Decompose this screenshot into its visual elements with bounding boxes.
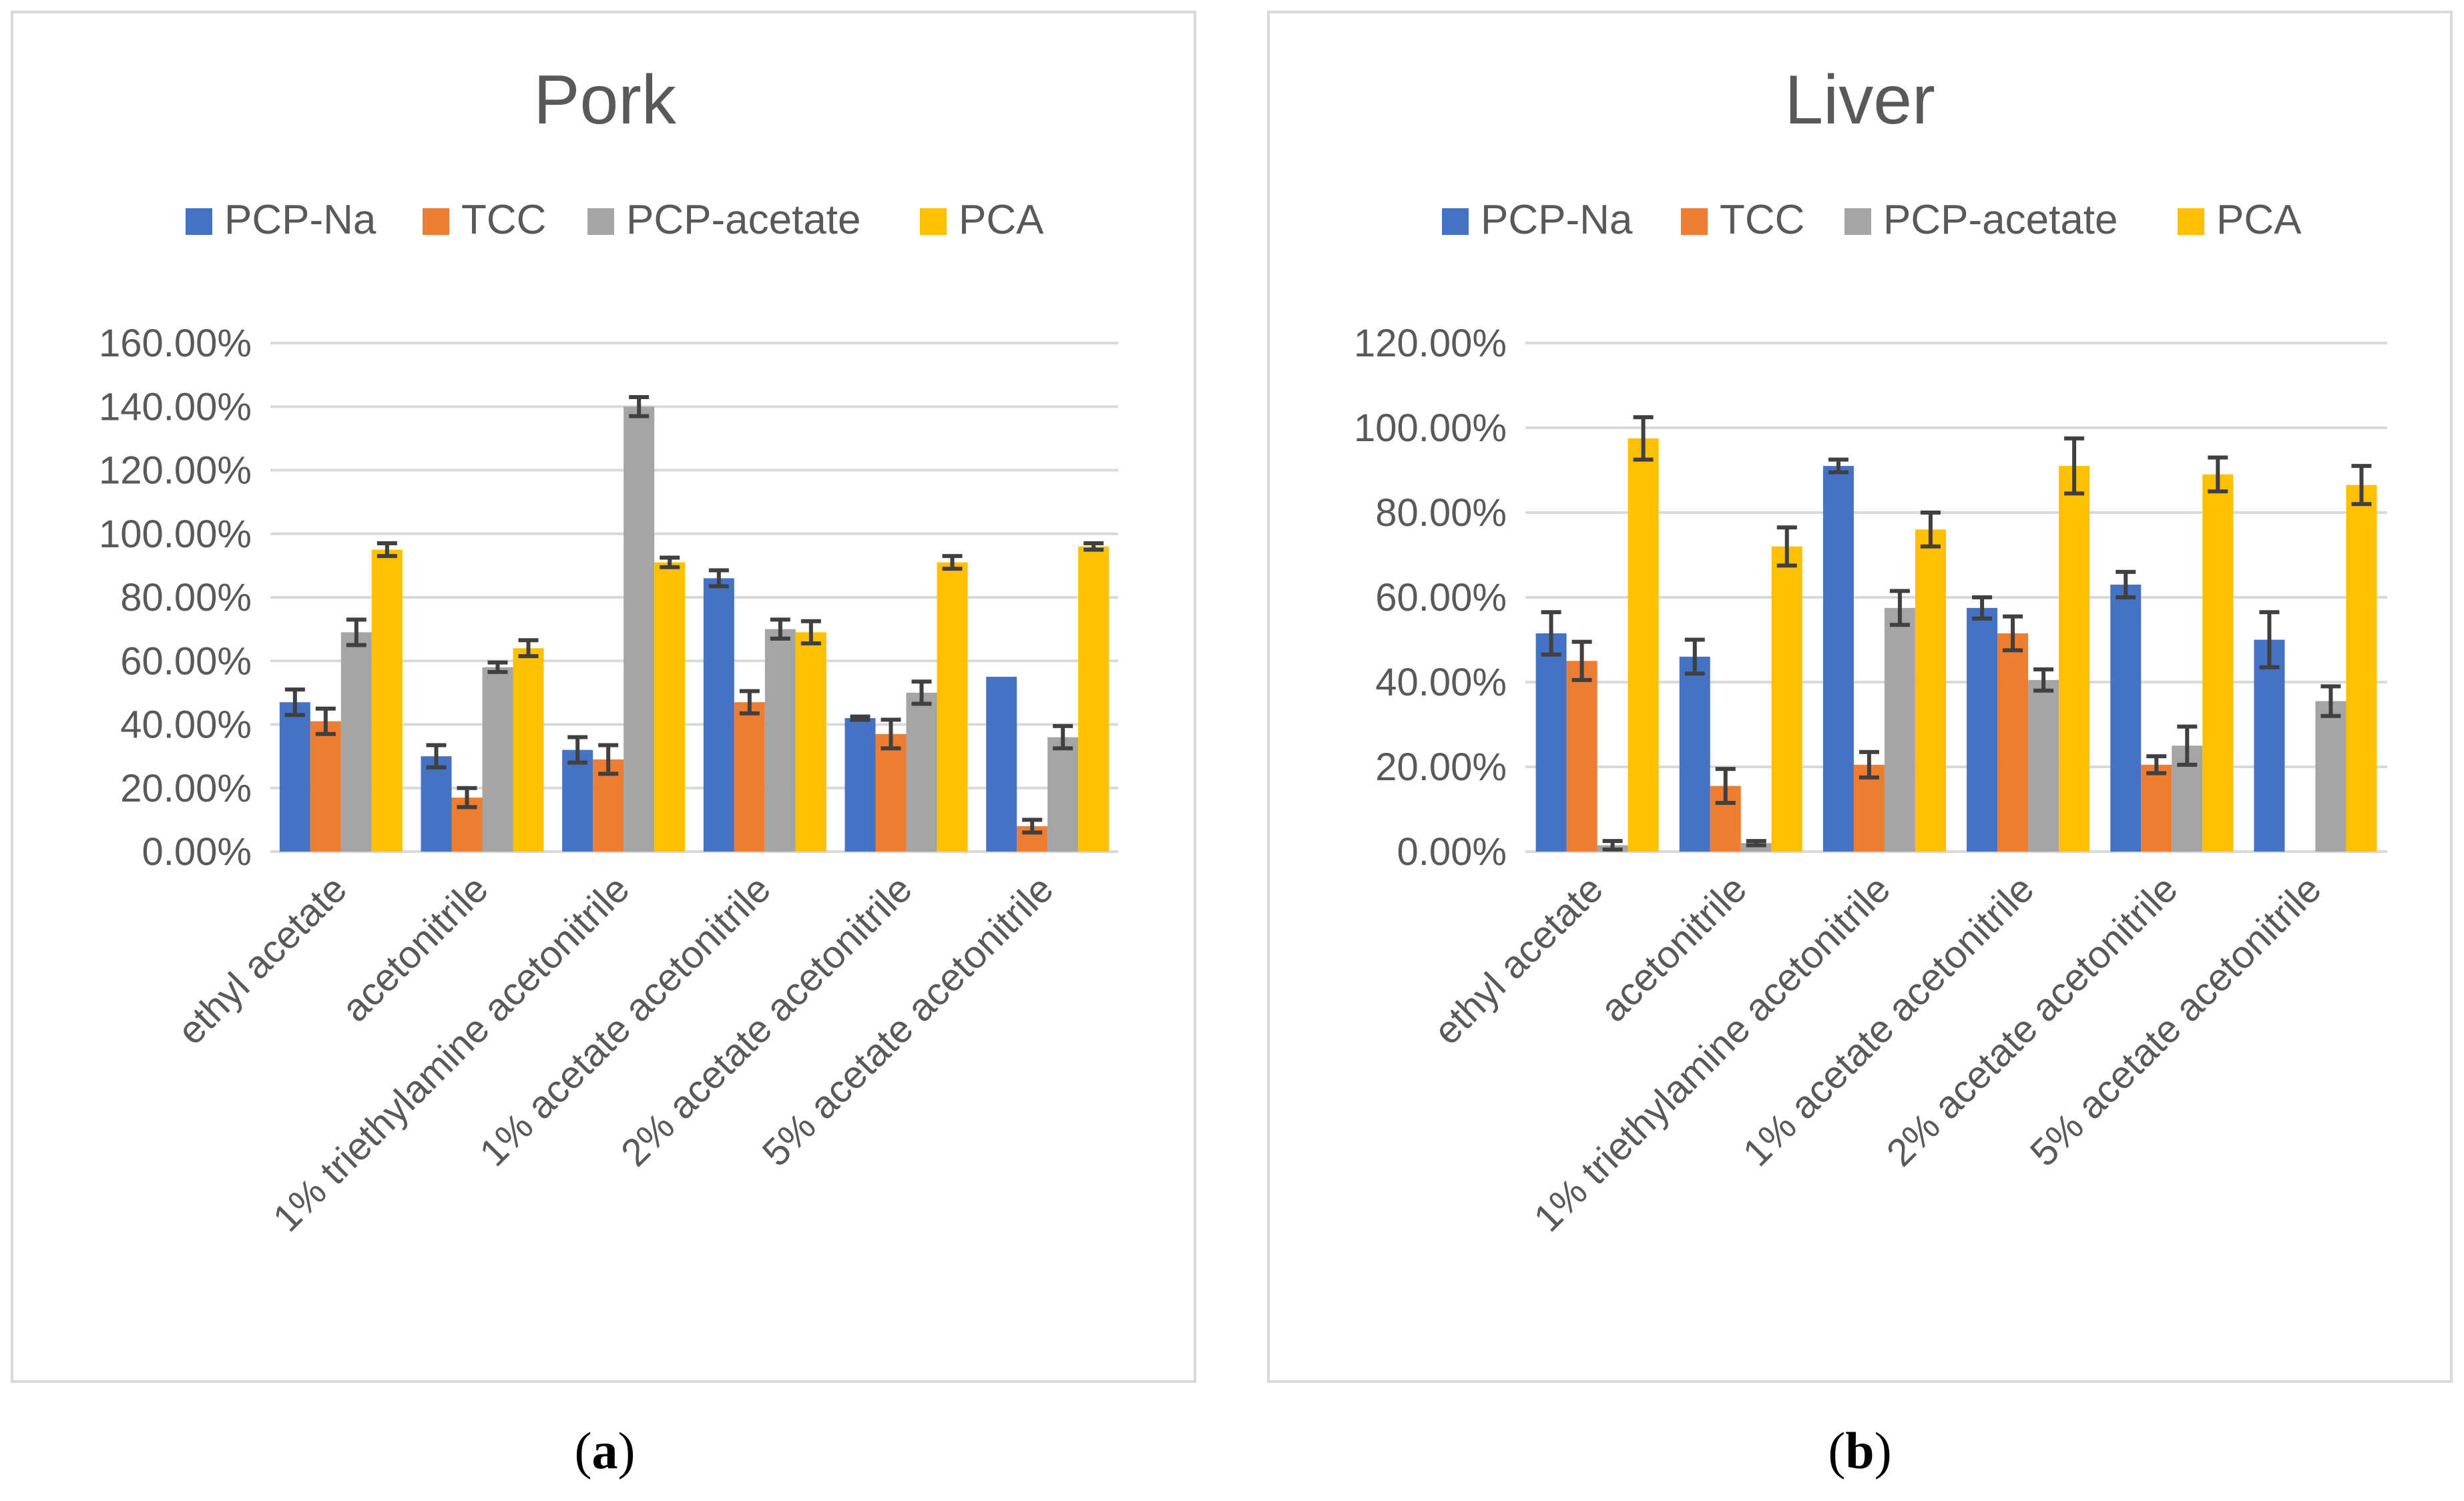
bar-tcc xyxy=(875,733,907,852)
legend-label-tcc: TCC xyxy=(1720,197,1804,243)
bar-tcc xyxy=(1566,661,1597,852)
bar-pcp-na xyxy=(703,578,734,852)
legend-swatch-pca xyxy=(2178,208,2204,235)
bar-pca xyxy=(795,632,826,852)
bar-pcp-na xyxy=(986,677,1017,852)
bar-pca xyxy=(1078,546,1110,852)
y-tick-label: 80.00% xyxy=(120,576,252,619)
bar-pcp-acetate xyxy=(906,692,937,852)
bar-tcc xyxy=(310,721,341,852)
bar-pcp-acetate xyxy=(1047,737,1079,852)
chart-panel-b: Liver PCP-Na TCC PCP-acetate PCA 0.00% 20.00% 4… xyxy=(1267,11,2453,1480)
bar-pcp-acetate xyxy=(482,667,513,852)
y-tick-label: 20.00% xyxy=(120,767,252,810)
y-tick-label: 100.00% xyxy=(1354,406,1507,450)
legend-label-pcp-acetate: PCP-acetate xyxy=(1883,197,2118,243)
legend-swatch-pcp-na xyxy=(186,208,212,235)
panel-label-letter: a xyxy=(592,1422,618,1480)
chart-title: Pork xyxy=(533,61,677,139)
bar-pcp-acetate xyxy=(624,406,655,852)
y-tick-label: 160.00% xyxy=(99,322,252,365)
bar-pca xyxy=(654,562,686,852)
y-tick-label: 0.00% xyxy=(142,830,252,874)
bar-pcp-na xyxy=(844,717,876,852)
panel-label: (a) xyxy=(575,1422,636,1480)
bar-pcp-acetate xyxy=(1884,607,1915,852)
y-tick-label: 100.00% xyxy=(99,513,252,556)
panel-label-letter: b xyxy=(1845,1422,1874,1480)
bar-pcp-na xyxy=(1967,607,1998,852)
legend-label-pcp-acetate: PCP-acetate xyxy=(626,197,861,243)
legend-swatch-tcc xyxy=(1681,208,1708,235)
panel-label-open: ( xyxy=(575,1422,592,1480)
bar-pcp-na xyxy=(279,702,310,852)
bar-pca xyxy=(1771,546,1802,852)
legend-label-pca: PCA xyxy=(2216,197,2302,243)
legend-label-pcp-na: PCP-Na xyxy=(224,197,377,243)
panel-label-close: ) xyxy=(1875,1422,1892,1480)
legend-swatch-pca xyxy=(920,208,947,235)
bar-pcp-na xyxy=(2254,639,2285,852)
y-tick-label: 40.00% xyxy=(1375,661,1507,704)
bar-tcc xyxy=(1997,633,2029,852)
panel-label-open: ( xyxy=(1828,1422,1845,1480)
bar-pca xyxy=(937,562,968,852)
y-tick-label: 40.00% xyxy=(120,703,252,747)
bar-pcp-na xyxy=(421,756,452,852)
legend-swatch-pcp-acetate xyxy=(587,208,614,235)
bar-pcp-acetate xyxy=(764,629,796,852)
chart-title: Liver xyxy=(1784,61,1935,139)
bar-pca xyxy=(1628,438,1659,852)
legend-label-pcp-na: PCP-Na xyxy=(1481,197,1633,243)
bar-pca xyxy=(2202,474,2234,852)
legend-label-tcc: TCC xyxy=(461,197,546,243)
legend-swatch-pcp-na xyxy=(1442,208,1469,235)
bar-pcp-na xyxy=(1822,466,1854,852)
bar-pca xyxy=(513,648,544,852)
y-tick-label: 120.00% xyxy=(99,449,252,493)
y-tick-label: 80.00% xyxy=(1375,491,1507,535)
bar-pcp-na xyxy=(562,749,593,852)
bar-pcp-acetate xyxy=(2315,701,2347,852)
panel-label: (b) xyxy=(1828,1422,1891,1480)
y-tick-label: 0.00% xyxy=(1397,830,1507,874)
bar-pcp-na xyxy=(2110,584,2142,852)
bar-pca xyxy=(1915,529,1946,852)
panel-label-close: ) xyxy=(618,1422,636,1480)
chart-panel-a: Pork PCP-Na TCC PCP-acetate PCA 0.00% 20.00% 40… xyxy=(11,11,1196,1480)
bar-tcc xyxy=(2141,764,2172,852)
bar-pca xyxy=(2059,466,2090,852)
y-tick-label: 20.00% xyxy=(1375,745,1507,789)
legend-swatch-pcp-acetate xyxy=(1844,208,1871,235)
legend-swatch-tcc xyxy=(423,208,449,235)
y-tick-label: 120.00% xyxy=(1354,322,1507,365)
bar-pca xyxy=(371,549,403,852)
bar-tcc xyxy=(734,702,765,852)
bar-pca xyxy=(2346,485,2377,852)
bar-pcp-na xyxy=(1535,633,1567,852)
bar-pcp-na xyxy=(1679,656,1710,852)
bar-pcp-acetate xyxy=(340,632,372,852)
y-tick-label: 60.00% xyxy=(120,639,252,683)
bar-pcp-acetate xyxy=(2028,679,2059,852)
legend-label-pca: PCA xyxy=(959,197,1044,243)
y-tick-label: 140.00% xyxy=(99,385,252,428)
y-tick-label: 60.00% xyxy=(1375,576,1507,619)
